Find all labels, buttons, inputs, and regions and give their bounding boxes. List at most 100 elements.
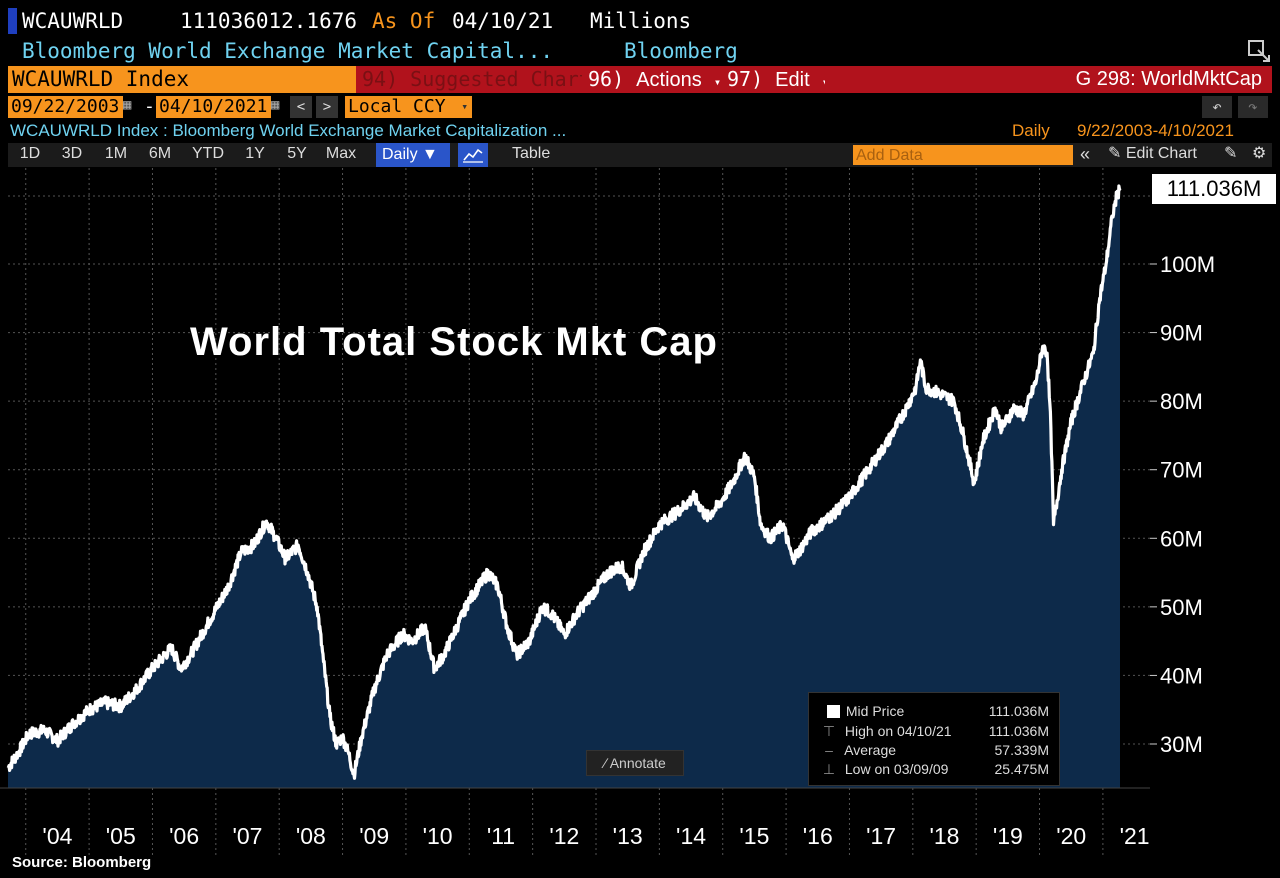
chevron-down-icon: ▾	[713, 75, 722, 89]
y-tick-label: 60M	[1160, 526, 1203, 551]
y-tick-label: 70M	[1160, 458, 1203, 483]
page-label-bar: G 298: WorldMktCap	[825, 66, 1272, 93]
chart-type-icon[interactable]	[458, 143, 488, 167]
source-label: Bloomberg	[624, 39, 738, 63]
chart-frequency: Daily	[1012, 121, 1050, 140]
low-marker-icon: ⊥	[822, 761, 836, 777]
date-separator: -	[144, 96, 155, 117]
suggested-charts-button[interactable]: 94) Suggested Charts	[356, 66, 603, 93]
x-tick-label: '10	[423, 823, 453, 849]
add-data-placeholder: Add Data	[856, 147, 923, 164]
period-buttons: 1D 3D 1M 6M YTD 1Y 5Y Max	[10, 143, 364, 167]
y-tick-label: 30M	[1160, 732, 1203, 757]
calendar-icon[interactable]: ▦	[123, 97, 132, 113]
x-tick-label: '12	[549, 823, 579, 849]
last-value-text: 111.036M	[1166, 176, 1262, 201]
x-tick-label: '07	[233, 823, 263, 849]
annotate-button[interactable]: ∕ Annotate	[586, 750, 684, 776]
units-label: Millions	[590, 9, 692, 33]
x-tick-label: '13	[613, 823, 643, 849]
x-tick-label: '14	[676, 823, 706, 849]
last-value-label: 111.036M	[1152, 174, 1276, 204]
prev-arrow-icon[interactable]: <	[290, 96, 312, 118]
x-tick-label: '19	[993, 823, 1023, 849]
edit-num: 97)	[727, 67, 764, 91]
x-tick-label: '04	[42, 823, 72, 849]
redo-icon[interactable]: ↷	[1238, 96, 1268, 118]
frequency-select[interactable]: Daily ▼	[376, 143, 450, 167]
ticker-value: 111036012.1676	[180, 9, 358, 33]
chart-info-title: WCAUWRLD Index : Bloomberg World Exchang…	[10, 121, 567, 140]
gear-icon[interactable]: ⚙	[1252, 145, 1267, 162]
period-max[interactable]: Max	[325, 145, 357, 162]
legend-low-value: 25.475M	[994, 761, 1049, 777]
x-tick-label: '18	[929, 823, 959, 849]
chart-date-range: 9/22/2003-4/10/2021	[1077, 121, 1234, 140]
as-of-label: As Of	[372, 9, 436, 33]
x-tick-label: '21	[1120, 823, 1150, 849]
as-of-date: 04/10/21	[452, 9, 554, 33]
next-arrow-icon[interactable]: >	[316, 96, 338, 118]
period-3d[interactable]: 3D	[61, 145, 83, 162]
chart-title: World Total Stock Mkt Cap	[190, 320, 718, 364]
mid-price-swatch	[827, 705, 840, 718]
y-tick-label: 100M	[1160, 252, 1215, 277]
footer-source: Source: Bloomberg	[12, 854, 152, 871]
x-tick-label: '15	[739, 823, 769, 849]
legend-row-low: ⊥ Low on 03/09/09 25.475M	[817, 761, 1053, 778]
currency-select[interactable]: Local CCY ▾	[345, 96, 472, 118]
y-tick-label: 50M	[1160, 595, 1203, 620]
actions-label: Actions	[636, 69, 702, 91]
legend-row-average: – Average 57.339M	[817, 742, 1053, 758]
average-marker-icon: –	[825, 742, 833, 758]
ticker-symbol: WCAUWRLD	[22, 9, 124, 33]
edit-chart-label: Edit Chart	[1125, 145, 1197, 162]
edit-label: Edit	[775, 69, 810, 91]
x-tick-label: '17	[866, 823, 896, 849]
y-axis: 30M 40M 50M 60M 70M 80M 90M 100M	[1150, 252, 1215, 757]
popout-icon[interactable]	[1246, 38, 1272, 64]
pencil-icon: ∕	[604, 755, 607, 771]
x-tick-label: '16	[803, 823, 833, 849]
chevron-down-icon: ▾	[461, 100, 468, 113]
high-marker-icon: ⊤	[822, 723, 836, 739]
table-button[interactable]: Table	[512, 145, 551, 162]
edit-button[interactable]: 97) Edit ▾	[721, 66, 829, 93]
add-data-input[interactable]: Add Data	[853, 145, 1073, 165]
period-1y[interactable]: 1Y	[245, 145, 265, 162]
period-ytd[interactable]: YTD	[192, 145, 224, 162]
edit-chart-button[interactable]: ✎ Edit Chart	[1108, 143, 1197, 165]
legend-row-high: ⊤ High on 04/10/21 111.036M	[817, 723, 1053, 740]
security-description: Bloomberg World Exchange Market Capital.…	[22, 39, 554, 63]
page-label: G 298: WorldMktCap	[1075, 68, 1262, 90]
currency-label: Local CCY	[348, 96, 446, 117]
end-date-input[interactable]: 04/10/2021	[156, 96, 271, 118]
legend-mid-value: 111.036M	[988, 703, 1049, 719]
line-series	[6, 184, 1122, 780]
legend-low-label: Low on 03/09/09	[844, 761, 949, 777]
collapse-icon[interactable]: «	[1080, 144, 1091, 164]
y-tick-label: 90M	[1160, 321, 1203, 346]
undo-icon[interactable]: ↶	[1202, 96, 1232, 118]
edit-icon[interactable]: ✎	[1224, 145, 1238, 162]
period-6m[interactable]: 6M	[148, 145, 172, 162]
period-5y[interactable]: 5Y	[287, 145, 307, 162]
calendar-icon[interactable]: ▦	[271, 97, 280, 113]
ticker-marker	[8, 8, 17, 34]
period-1d[interactable]: 1D	[19, 145, 41, 162]
legend-high-label: High on 04/10/21	[844, 723, 952, 739]
period-1m[interactable]: 1M	[104, 145, 128, 162]
x-tick-label: '11	[487, 823, 515, 849]
x-tick-label: '05	[106, 823, 136, 849]
x-tick-label: '20	[1056, 823, 1086, 849]
x-tick-label: '08	[296, 823, 326, 849]
legend-box: Mid Price 111.036M ⊤ High on 04/10/21 11…	[808, 692, 1060, 786]
suggested-label: Suggested Charts	[410, 67, 603, 91]
start-date-input[interactable]: 09/22/2003	[8, 96, 123, 118]
actions-button[interactable]: 96) Actions ▾	[582, 66, 724, 93]
legend-average-label: Average	[844, 742, 897, 758]
legend-mid-label: Mid Price	[845, 703, 905, 719]
x-axis: '04 '05 '06 '07 '08 '09 '10 '11 '12 '13 '14 '15 '16 '…	[0, 787, 1150, 849]
security-field[interactable]: WCAUWRLD Index	[8, 66, 358, 93]
